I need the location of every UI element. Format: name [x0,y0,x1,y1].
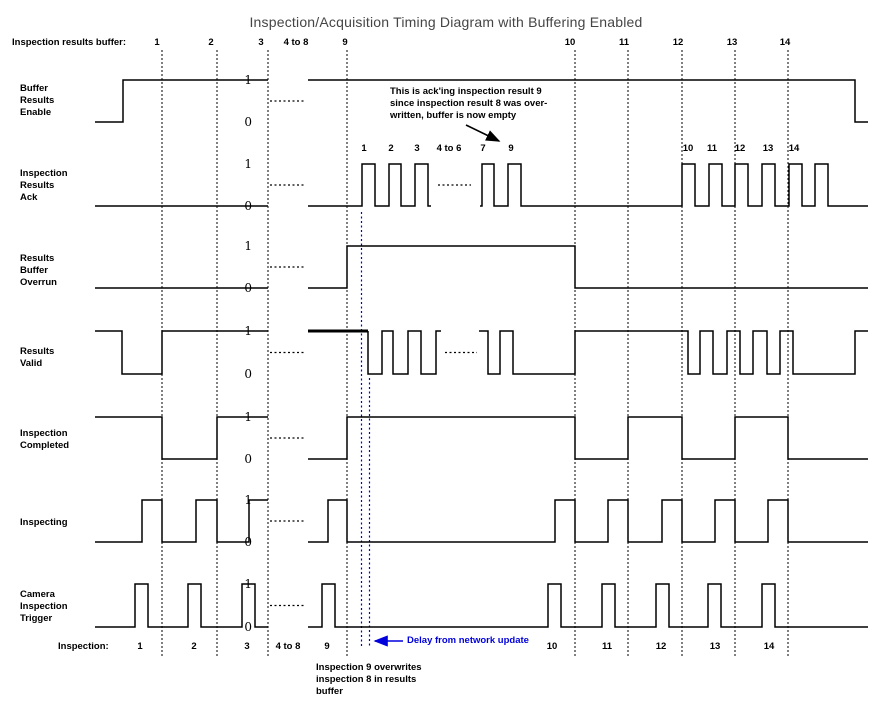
level-zero-label: 0 [244,199,252,213]
inspection-tick-label: 1 [137,641,143,652]
signal-name-label: Inspecting [20,517,68,528]
buffer-tick-label: 14 [779,37,791,48]
signal-results-valid [95,330,268,375]
buffer-tick-label: 4 to 8 [283,37,309,48]
inspection-tick-label: 3 [244,641,250,652]
level-one-label: 1 [244,239,252,253]
ack-number-label: 2 [388,143,394,154]
signal-name-label: Results Valid [20,346,55,369]
signal-waveforms [95,79,868,628]
signal-camera-inspection-trigger [95,583,268,628]
ack-number-label: 7 [480,143,486,154]
diagram-title: Inspection/Acquisition Timing Diagram wi… [249,14,643,30]
level-zero-label: 0 [244,535,252,549]
buffer-scale-label: Inspection results buffer: [12,37,127,48]
buffer-tick-label: 1 [154,37,160,48]
ack-annotation-arrow [465,124,501,142]
buffer-tick-label: 10 [564,37,576,48]
signal-inspection-results-ack [480,163,868,207]
signal-inspecting [95,499,268,543]
level-zero-label: 0 [244,452,252,466]
inspection-tick-label: 9 [324,641,330,652]
ack-number-label: 4 to 6 [436,143,462,154]
ack-number-label: 10 [682,143,694,154]
ack-number-label: 3 [414,143,420,154]
signal-name-label: Results Buffer Overrun [20,253,57,288]
signal-name-label: Inspection Completed [20,428,70,451]
signal-inspection-completed [308,416,868,460]
level-one-label: 1 [244,324,252,338]
level-one-label: 1 [244,577,252,591]
signal-name-label: Inspection Results Ack [20,168,68,203]
level-one-label: 1 [244,157,252,171]
inspection-scale-label: Inspection: [58,641,109,652]
buffer-tick-label: 2 [208,37,214,48]
signal-results-buffer-overrun [308,245,868,289]
inspection-tick-label: 12 [655,641,667,652]
network-delay-guide-lines [360,212,371,646]
signal-inspection-completed [95,416,268,460]
signal-camera-inspection-trigger [308,583,868,628]
network-delay-annotation: Delay from network update [407,635,529,646]
ack-number-label: 11 [706,143,718,154]
level-one-label: 1 [244,493,252,507]
inspection-tick-label: 13 [709,641,721,652]
ack-number-label: 12 [734,143,746,154]
ack-number-label: 1 [361,143,367,154]
signal-name-label: Camera Inspection Trigger [20,589,68,624]
signal-inspection-results-ack [308,163,431,207]
signal-name-label: Buffer Results Enable [20,83,55,118]
level-zero-label: 0 [244,281,252,295]
buffer-tick-label: 11 [618,37,630,48]
signal-inspecting [308,499,868,543]
inspection-tick-label: 10 [546,641,558,652]
signal-results-valid [479,330,868,375]
buffer-tick-label: 12 [672,37,684,48]
inspection-tick-label: 2 [191,641,197,652]
ack-number-label: 13 [762,143,774,154]
level-zero-label: 0 [244,115,252,129]
ack-number-label: 9 [508,143,514,154]
inspection-tick-label: 14 [763,641,775,652]
ack-annotation: This is ack'ing inspection result 9 sinc… [390,86,548,121]
signal-buffer-results-enable [95,79,268,123]
signal-results-valid [367,330,441,375]
buffer-tick-label: 3 [258,37,264,48]
inspection-tick-label: 11 [601,641,613,652]
annotation-arrows [373,124,501,647]
ack-number-label: 14 [788,143,800,154]
level-one-label: 1 [244,410,252,424]
level-zero-label: 0 [244,620,252,634]
buffer-tick-label: 9 [342,37,348,48]
signal-buffer-results-enable [308,79,868,123]
overwrite-annotation: Inspection 9 overwrites inspection 8 in … [316,662,422,697]
event-guide-lines [161,50,789,656]
buffer-tick-label: 13 [726,37,738,48]
level-zero-label: 0 [244,367,252,381]
level-one-label: 1 [244,73,252,87]
inspection-tick-label: 4 to 8 [275,641,301,652]
